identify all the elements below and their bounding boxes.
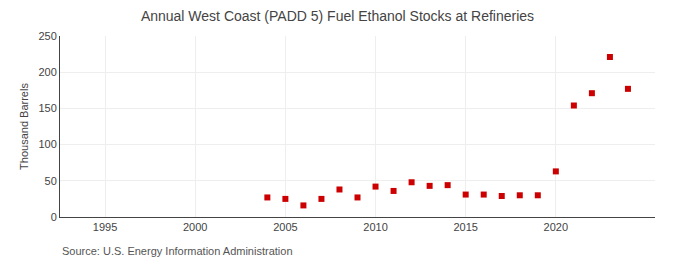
svg-text:Source: U.S. Energy Informatio: Source: U.S. Energy Information Administ… bbox=[62, 245, 293, 257]
svg-text:2015: 2015 bbox=[453, 221, 477, 233]
svg-text:2020: 2020 bbox=[544, 221, 568, 233]
svg-text:2000: 2000 bbox=[183, 221, 207, 233]
svg-text:0: 0 bbox=[51, 211, 57, 223]
svg-text:250: 250 bbox=[38, 30, 56, 42]
svg-text:Thousand Barrels: Thousand Barrels bbox=[18, 83, 30, 170]
svg-text:150: 150 bbox=[38, 102, 56, 114]
svg-text:50: 50 bbox=[45, 175, 57, 187]
svg-text:Annual West Coast (PADD 5) Fue: Annual West Coast (PADD 5) Fuel Ethanol … bbox=[141, 8, 534, 24]
svg-text:200: 200 bbox=[38, 66, 56, 78]
svg-text:1995: 1995 bbox=[93, 221, 117, 233]
svg-text:2005: 2005 bbox=[273, 221, 297, 233]
svg-text:2010: 2010 bbox=[363, 221, 387, 233]
svg-text:100: 100 bbox=[38, 138, 56, 150]
